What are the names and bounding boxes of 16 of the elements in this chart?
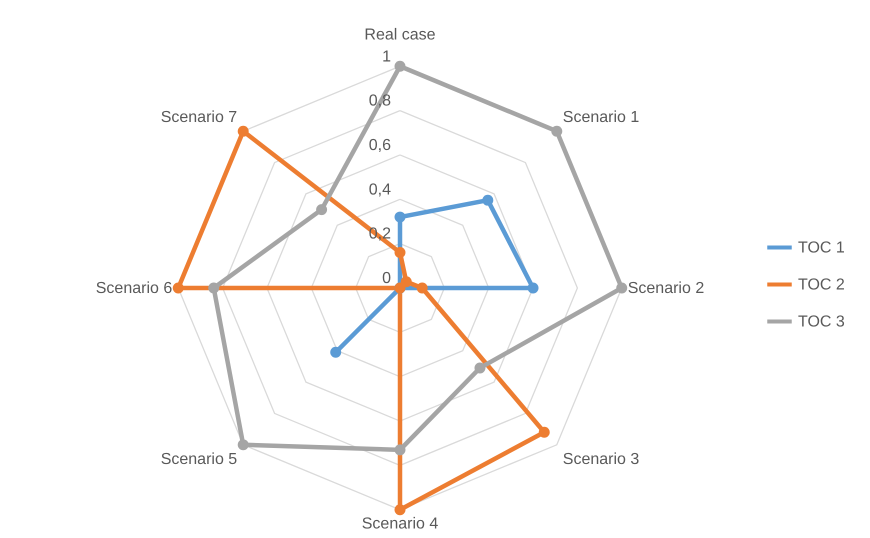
y-tick-label: 0,4 (368, 181, 392, 198)
spoke-label: Scenario 3 (562, 450, 640, 468)
spoke-label: Scenario 1 (562, 109, 640, 126)
spoke-label: Scenario 2 (628, 280, 704, 297)
y-tick-label: 0 (382, 270, 392, 287)
legend-label: TOC 1 (798, 240, 845, 256)
spoke-label: Scenario 5 (160, 450, 238, 468)
spoke-label: Scenario 6 (96, 280, 172, 297)
y-tick-label: 1 (382, 48, 392, 66)
spoke-label: Real case (364, 26, 436, 44)
spoke-label: Scenario 7 (160, 109, 238, 126)
y-tick-label: 0,6 (368, 136, 392, 154)
spoke-label: Scenario 4 (362, 516, 438, 533)
y-tick-label: 0,8 (368, 92, 392, 110)
legend-label: TOC 3 (798, 314, 845, 330)
legend-label: TOC 2 (798, 276, 845, 294)
